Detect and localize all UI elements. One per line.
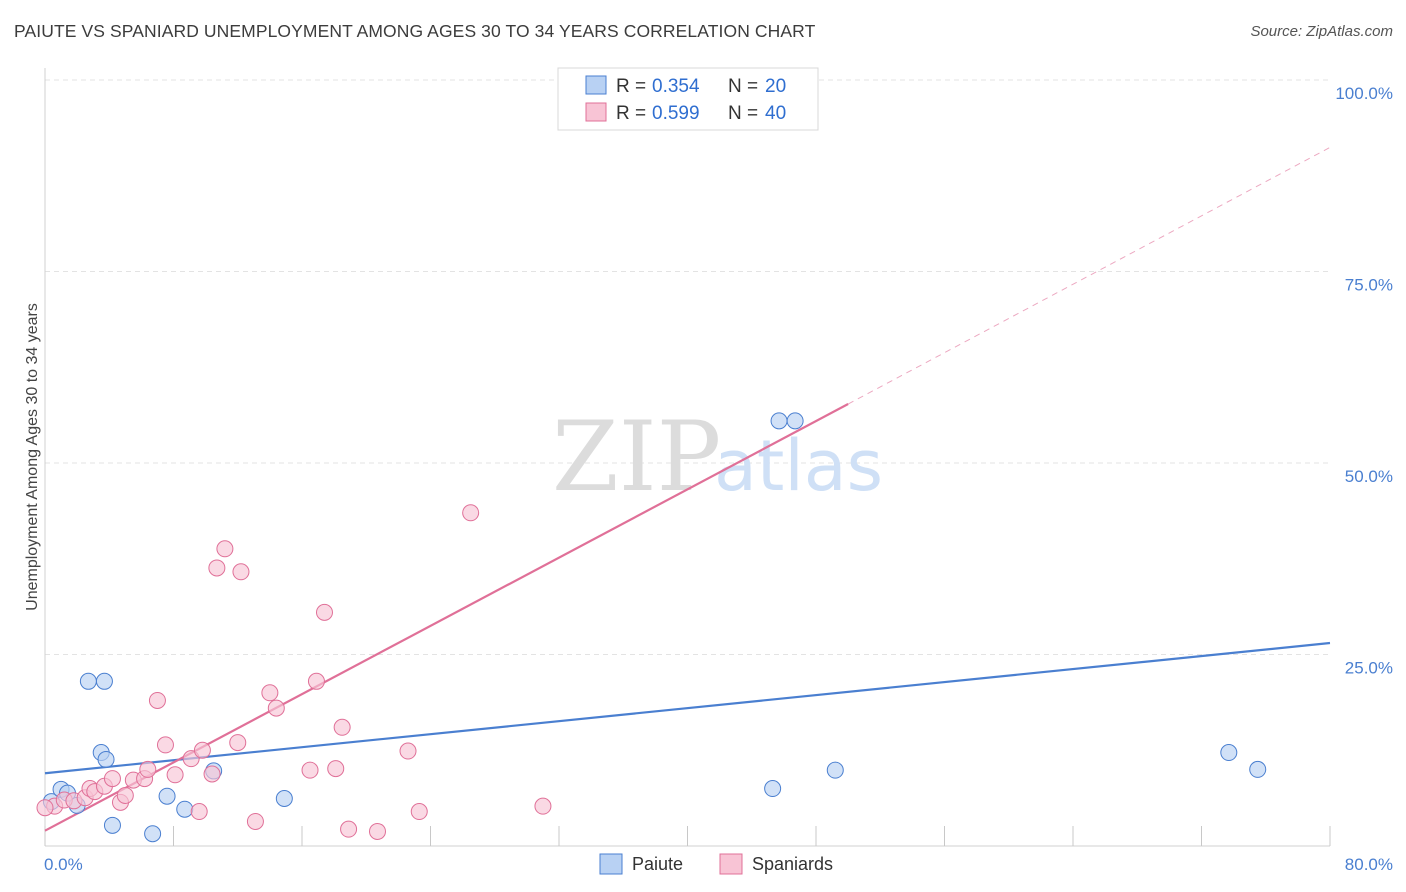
point-paiute	[826, 761, 844, 779]
y-tick-label: 75.0%	[1345, 276, 1393, 295]
point-spaniards	[203, 765, 221, 783]
point-spaniards	[301, 761, 319, 779]
point-spaniards	[208, 559, 226, 577]
point-spaniards	[340, 820, 358, 838]
y-axis-label: Unemployment Among Ages 30 to 34 years	[24, 303, 41, 611]
point-paiute	[176, 800, 194, 818]
watermark-atlas: atlas	[714, 425, 883, 507]
point-spaniards	[232, 563, 250, 581]
source-label: Source: ZipAtlas.com	[1250, 23, 1393, 40]
y-tick-labels: 100.0% 75.0% 50.0% 25.0%	[1335, 84, 1393, 678]
point-paiute	[103, 816, 121, 834]
point-spaniards	[399, 742, 417, 760]
point-spaniards	[166, 766, 184, 784]
legend-swatch-paiute	[585, 75, 607, 95]
legend-swatch-spaniards	[585, 102, 607, 122]
trend-extension-spaniards	[847, 146, 1331, 405]
series-swatch-spaniards	[719, 853, 743, 875]
y-tick-label: 100.0%	[1335, 84, 1393, 103]
point-paiute	[1220, 744, 1238, 762]
legend-n-value-2: 40	[765, 103, 786, 124]
legend-n-label-1: N =	[728, 76, 758, 97]
point-paiute	[95, 672, 113, 690]
legend-r-value-2: 0.599	[652, 103, 700, 124]
y-tick-label: 25.0%	[1345, 659, 1393, 678]
legend-n-label-2: N =	[728, 103, 758, 124]
point-spaniards	[229, 734, 247, 752]
point-spaniards	[116, 786, 134, 804]
legend-r-label-1: R =	[616, 76, 646, 97]
point-spaniards	[315, 603, 333, 621]
axes	[44, 68, 1331, 847]
trend-lines	[44, 146, 1331, 832]
x-tick-label-min: 0.0%	[44, 855, 83, 874]
point-spaniards	[307, 672, 325, 690]
correlation-legend: R = 0.354 N = 20 R = 0.599 N = 40	[557, 67, 819, 131]
point-paiute	[275, 790, 293, 808]
x-tick-label-max: 80.0%	[1345, 855, 1393, 874]
legend-r-value-1: 0.354	[652, 76, 700, 97]
point-spaniards	[327, 760, 345, 778]
point-spaniards	[103, 770, 121, 788]
point-paiute	[786, 412, 804, 430]
point-spaniards	[216, 540, 234, 558]
point-spaniards	[190, 803, 208, 821]
y-tick-label: 50.0%	[1345, 467, 1393, 486]
point-paiute	[770, 412, 788, 430]
point-spaniards	[462, 504, 480, 522]
point-spaniards	[368, 822, 386, 840]
point-paiute	[158, 787, 176, 805]
point-paiute	[97, 750, 115, 768]
legend-n-value-1: 20	[765, 76, 786, 97]
point-spaniards	[261, 684, 279, 702]
series-label-paiute: Paiute	[632, 854, 683, 874]
legend-r-label-2: R =	[616, 103, 646, 124]
point-spaniards	[534, 797, 552, 815]
point-spaniards	[333, 718, 351, 736]
point-spaniards	[246, 812, 264, 830]
x-tick-labels: 0.0% 80.0%	[44, 855, 1393, 874]
chart-title: PAIUTE VS SPANIARD UNEMPLOYMENT AMONG AG…	[14, 21, 816, 41]
point-paiute	[144, 825, 162, 843]
data-points	[36, 71, 1267, 843]
trend-line-spaniards	[44, 403, 849, 832]
point-spaniards	[410, 803, 428, 821]
watermark: ZIP atlas	[552, 401, 883, 513]
point-paiute	[764, 780, 782, 798]
point-spaniards	[148, 691, 166, 709]
series-swatch-paiute	[599, 853, 623, 875]
series-label-spaniards: Spaniards	[752, 854, 833, 874]
point-spaniards	[267, 699, 285, 717]
series-legend: Paiute Spaniards	[599, 853, 833, 875]
trend-line-paiute	[44, 641, 1331, 775]
point-paiute	[1249, 760, 1267, 778]
point-spaniards	[139, 760, 157, 778]
watermark-zip: ZIP	[552, 401, 721, 513]
point-paiute	[79, 672, 97, 690]
point-spaniards	[156, 736, 174, 754]
point-spaniards	[36, 799, 54, 817]
point-spaniards	[193, 741, 211, 759]
